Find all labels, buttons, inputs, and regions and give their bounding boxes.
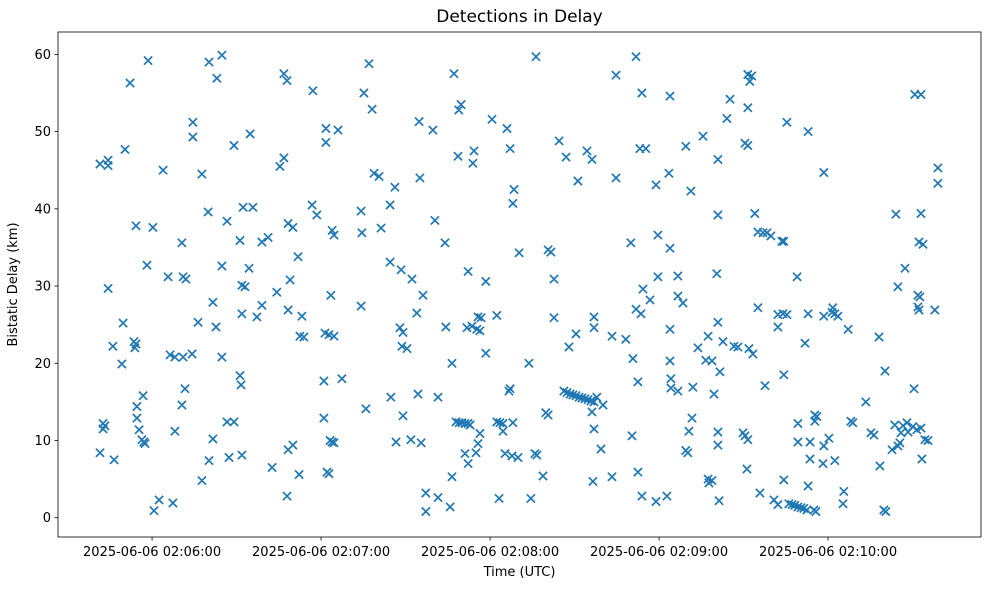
scatter-x-markers xyxy=(95,50,943,517)
y-axis-label: Bistatic Delay (km) xyxy=(6,222,21,346)
x-tick-label: 2025-06-06 02:10:00 xyxy=(759,545,897,560)
x-axis-label: Time (UTC) xyxy=(483,565,556,580)
y-tick-label: 10 xyxy=(34,434,51,449)
data-points xyxy=(95,50,943,517)
y-tick-label: 20 xyxy=(34,357,51,372)
x-tick-label: 2025-06-06 02:09:00 xyxy=(590,545,728,560)
y-tick-label: 50 xyxy=(34,125,51,140)
y-tick-label: 60 xyxy=(34,48,51,63)
x-tick-label: 2025-06-06 02:06:00 xyxy=(83,545,221,560)
y-tick-label: 30 xyxy=(34,280,51,295)
x-tick-label: 2025-06-06 02:08:00 xyxy=(421,545,559,560)
axes-spines xyxy=(57,31,982,538)
plot-frame: 2025-06-06 02:06:00 2025-06-06 02:07:00 20… xyxy=(34,31,982,560)
y-tick-label: 40 xyxy=(34,202,51,217)
chart-title: Detections in Delay xyxy=(436,7,603,27)
y-tick-label: 0 xyxy=(43,511,51,526)
x-tick-label: 2025-06-06 02:07:00 xyxy=(252,545,390,560)
